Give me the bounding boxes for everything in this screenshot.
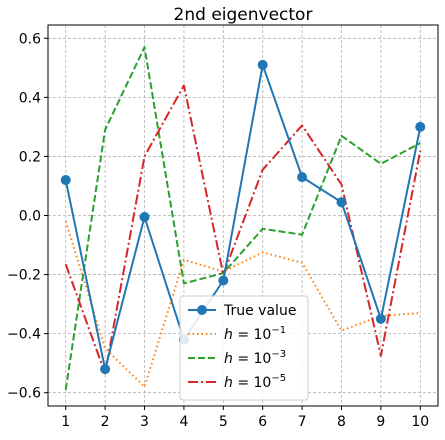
data-point	[139, 211, 150, 222]
data-point	[218, 275, 229, 286]
ticks: 1 2 3 4 5 6 7 8 9 10 −0.6 −0.4 −0.2 0.0 0.2 0.4 0.6	[7, 31, 429, 430]
y-tick-label: 0.4	[19, 90, 41, 106]
x-tick-label: 7	[298, 414, 307, 430]
legend-label: h = 10−5	[224, 373, 286, 391]
x-tick-label: 3	[140, 414, 149, 430]
data-point	[297, 172, 308, 183]
legend-label: True value	[223, 303, 296, 319]
chart-title: 2nd eigenvector	[174, 5, 313, 25]
y-tick-label: −0.2	[7, 268, 41, 284]
data-point	[100, 364, 111, 375]
y-tick-label: 0.0	[19, 209, 41, 225]
x-tick-label: 1	[61, 414, 70, 430]
y-tick-label: −0.6	[7, 386, 41, 402]
x-tick-label: 2	[101, 414, 110, 430]
data-point	[336, 197, 347, 208]
series-line-2	[64, 46, 421, 390]
data-point	[257, 59, 268, 70]
legend-box	[179, 295, 309, 401]
series-line-3	[64, 84, 422, 375]
legend-label: h = 10−1	[224, 325, 286, 343]
data-point	[60, 175, 71, 186]
x-tick-label: 10	[411, 414, 429, 430]
legend-marker	[197, 305, 207, 315]
y-tick-label: 0.2	[19, 149, 41, 165]
x-tick-label: 8	[337, 414, 346, 430]
x-tick-label: 9	[376, 414, 385, 430]
legend-label: h = 10−3	[224, 349, 286, 367]
data-point	[415, 121, 426, 132]
legend: True value h = 10−1 h = 10−3 h = 10−5	[179, 295, 309, 401]
x-tick-label: 5	[219, 414, 228, 430]
series-line-0	[64, 63, 422, 371]
data-point	[375, 313, 386, 324]
x-tick-label: 4	[179, 414, 188, 430]
y-tick-label: 0.6	[19, 31, 41, 47]
series-layer	[60, 46, 426, 390]
y-tick-label: −0.4	[7, 327, 41, 343]
x-tick-label: 6	[258, 414, 267, 430]
